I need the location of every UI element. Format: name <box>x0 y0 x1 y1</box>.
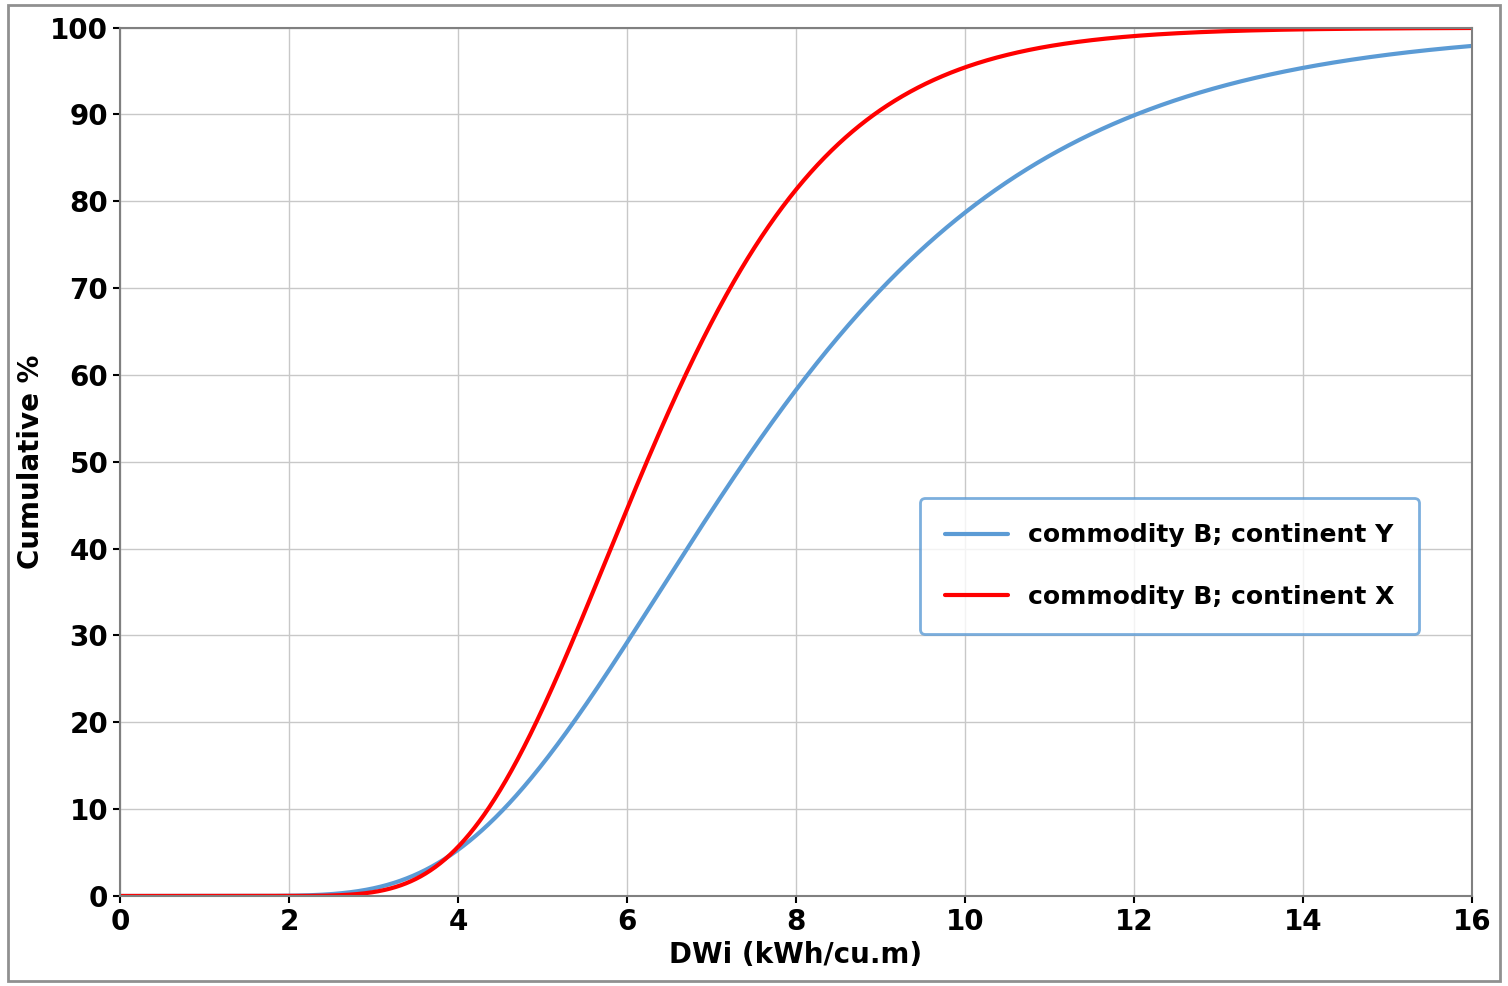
commodity B; continent Y <box>112 890 130 902</box>
commodity B; continent X <box>1464 22 1482 34</box>
commodity B; continent X <box>752 232 771 244</box>
commodity B; continent X <box>112 890 130 902</box>
commodity B; continent X <box>1209 26 1228 37</box>
commodity B; continent Y <box>752 432 771 444</box>
Legend: commodity B; continent Y, commodity B; continent X: commodity B; continent Y, commodity B; c… <box>920 498 1419 634</box>
commodity B; continent X <box>182 890 201 902</box>
Y-axis label: Cumulative %: Cumulative % <box>17 355 45 569</box>
commodity B; continent Y <box>1505 36 1508 48</box>
X-axis label: DWi (kWh/cu.m): DWi (kWh/cu.m) <box>670 942 923 969</box>
Line: commodity B; continent Y: commodity B; continent Y <box>121 42 1508 896</box>
Line: commodity B; continent X: commodity B; continent X <box>121 28 1508 896</box>
commodity B; continent Y <box>182 890 201 902</box>
commodity B; continent X <box>1464 22 1482 34</box>
commodity B; continent Y <box>1464 39 1482 51</box>
commodity B; continent Y <box>1464 39 1482 51</box>
commodity B; continent X <box>1505 22 1508 34</box>
commodity B; continent Y <box>789 382 807 393</box>
commodity B; continent X <box>789 181 807 193</box>
commodity B; continent Y <box>1209 82 1228 94</box>
